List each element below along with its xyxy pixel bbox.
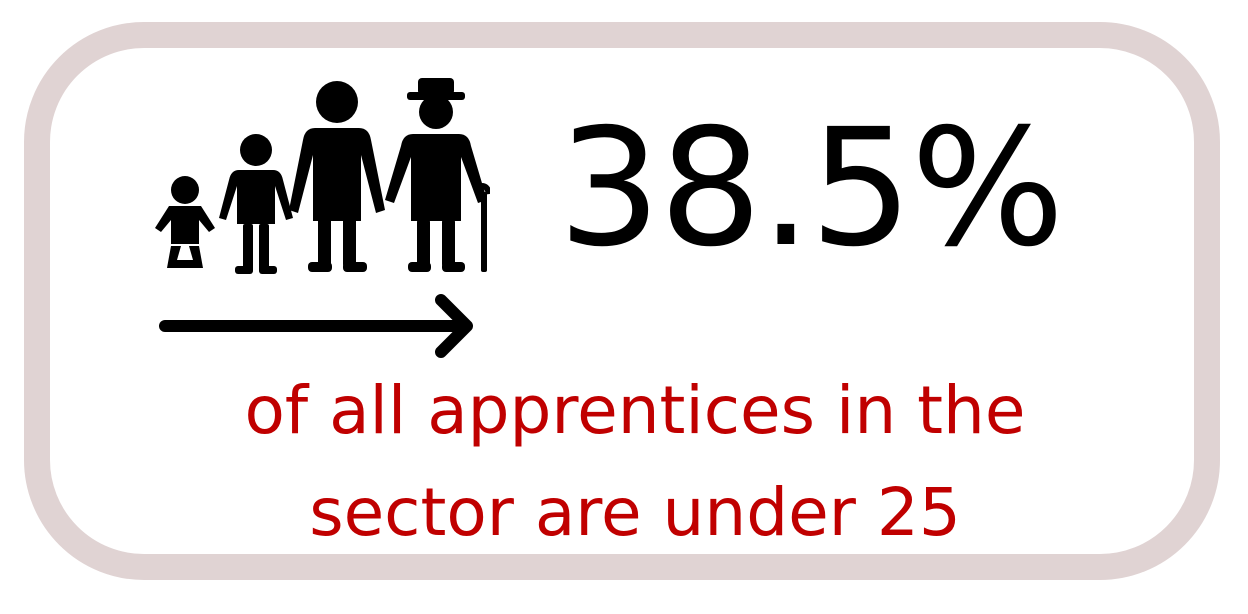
age-progression-svg — [155, 78, 490, 358]
baby-icon — [155, 176, 215, 268]
elderly-person-icon — [385, 78, 490, 272]
stat-value: 38.5% — [558, 95, 1065, 283]
stat-card — [24, 22, 1220, 580]
age-progression-graphic — [155, 78, 490, 368]
adult-icon — [289, 81, 385, 272]
caption-line-1: of all apprentices in the — [244, 372, 1026, 449]
right-arrow-icon — [159, 294, 473, 358]
caption-line-2: sector are under 25 — [309, 473, 961, 551]
child-icon — [219, 134, 293, 274]
stat-caption: of all apprentices in the sector are und… — [160, 360, 1110, 563]
